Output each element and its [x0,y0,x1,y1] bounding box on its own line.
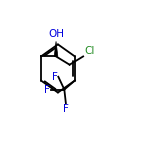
Polygon shape [54,41,58,56]
Text: F: F [44,85,50,95]
Text: Cl: Cl [84,46,94,56]
Text: OH: OH [48,29,64,39]
Text: F: F [52,72,58,82]
Text: F: F [63,104,69,114]
